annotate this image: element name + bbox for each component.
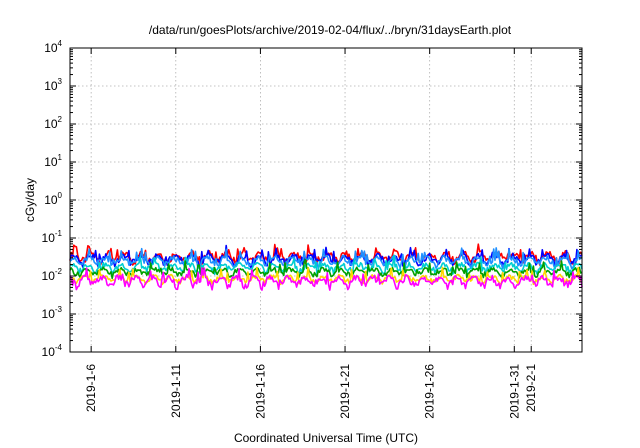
y-tick-label: 10-2	[42, 267, 63, 283]
series-line	[69, 266, 583, 286]
y-tick-label: 102	[44, 115, 62, 131]
y-tick-label: 103	[44, 77, 62, 93]
series-line	[69, 267, 583, 291]
y-tick-label: 100	[44, 191, 62, 207]
x-tick-label: 2019-1-31	[507, 364, 521, 419]
grid-layer	[70, 47, 582, 353]
x-axis-ticks: 2019-1-6 2019-1-11 2019-1-16 2019-1-21 2019-…	[84, 48, 538, 419]
y-tick-label: 104	[44, 39, 62, 55]
y-tick-label: 10-1	[42, 229, 63, 245]
x-tick-label: 2019-1-6	[84, 364, 98, 412]
y-axis-ticks: 10-4 10-3 10-2 10-1 100 101 102 103 104	[42, 39, 582, 359]
series-line	[69, 254, 583, 276]
x-axis-label: Coordinated Universal Time (UTC)	[234, 431, 418, 445]
series-line	[69, 258, 583, 280]
x-tick-label: 2019-1-21	[338, 364, 352, 419]
series-layer	[69, 243, 583, 291]
y-axis-label: cGy/day	[23, 178, 37, 222]
y-tick-label: 10-3	[42, 305, 63, 321]
x-tick-label: 2019-2-1	[524, 364, 538, 412]
y-tick-label: 101	[44, 153, 62, 169]
x-tick-label: 2019-1-11	[169, 364, 183, 418]
x-tick-label: 2019-1-16	[253, 364, 267, 419]
y-tick-label: 10-4	[42, 343, 63, 359]
x-tick-label: 2019-1-26	[423, 364, 437, 419]
chart-title: /data/run/goesPlots/archive/2019-02-04/f…	[149, 23, 512, 37]
